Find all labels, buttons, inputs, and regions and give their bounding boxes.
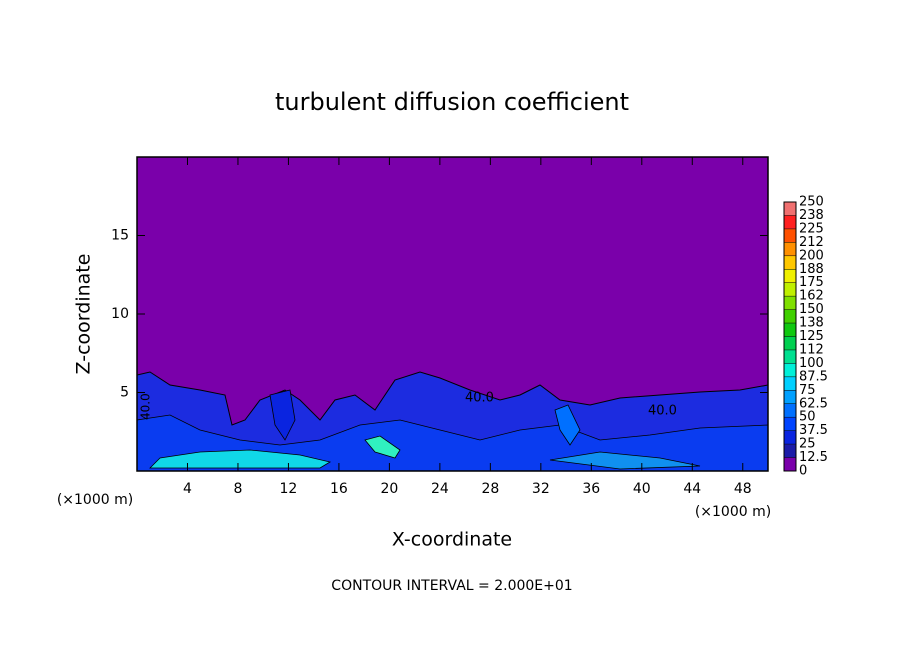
x-tick-label: 36	[582, 481, 600, 497]
colorbar-band	[784, 363, 796, 377]
colorbar-band	[784, 349, 796, 364]
colorbar-band	[784, 282, 796, 297]
contour-label: 40.0	[139, 393, 153, 420]
colorbar-band	[784, 417, 796, 431]
x-unit-label: (×1000 m)	[57, 492, 133, 508]
colorbar-label: 37.5	[799, 423, 828, 438]
colorbar-label: 212	[799, 235, 824, 250]
colorbar-label: 25	[799, 437, 816, 452]
field-region	[149, 449, 332, 469]
x-tick-label: 40	[633, 481, 651, 497]
y-tick-label: 5	[120, 385, 129, 401]
colorbar-band	[784, 336, 796, 350]
x-axis-label: X-coordinate	[392, 529, 512, 551]
colorbar-band	[784, 255, 796, 270]
x-tick-label: 44	[683, 481, 701, 497]
colorbar-label: 50	[799, 410, 816, 425]
colorbar-band	[784, 390, 796, 404]
colorbar-label: 75	[799, 383, 816, 398]
colorbar-label: 250	[799, 195, 824, 210]
field	[136, 157, 769, 472]
colorbar-label: 225	[799, 221, 824, 236]
x-tick-label: 16	[330, 481, 348, 497]
colorbar-label: 87.5	[799, 369, 828, 384]
x-tick-label: 20	[380, 481, 398, 497]
footer: CONTOUR INTERVAL = 2.000E+01	[331, 578, 572, 594]
y-axis-label: Z-coordinate	[73, 254, 95, 375]
field-region	[269, 389, 296, 441]
colorbar-band	[784, 309, 796, 324]
colorbar-label: 12.5	[799, 450, 828, 465]
colorbar-label: 62.5	[799, 396, 828, 411]
colorbar-band	[784, 430, 796, 445]
y-tick-label: 15	[111, 228, 129, 244]
colorbar-band	[784, 403, 796, 418]
colorbar-band	[784, 215, 796, 229]
colorbar-band	[784, 269, 796, 283]
x-tick-label: 32	[532, 481, 550, 497]
x-tick-label: 4	[183, 481, 192, 497]
colorbar-band	[784, 296, 796, 310]
x-tick-label: 28	[481, 481, 499, 497]
colorbar-label: 175	[799, 275, 824, 290]
x-unit-label: (×1000 m)	[695, 504, 771, 520]
colorbar-band	[784, 376, 796, 391]
colorbar-label: 125	[799, 329, 824, 344]
colorbar-label: 200	[799, 248, 824, 263]
colorbar-band	[784, 457, 796, 471]
x-tick-label: 24	[431, 481, 449, 497]
contour-label: 40.0	[465, 391, 494, 406]
colorbar-label: 188	[799, 262, 824, 277]
x-tick-label: 48	[734, 481, 752, 497]
colorbar-band	[784, 202, 796, 216]
x-tick-label: 12	[280, 481, 298, 497]
colorbar-band	[784, 228, 796, 243]
colorbar-band	[784, 444, 796, 458]
x-tick-label: 8	[233, 481, 242, 497]
field-region	[554, 404, 581, 446]
field-region	[364, 435, 401, 459]
chart-title: turbulent diffusion coefficient	[275, 88, 629, 116]
field-region	[549, 451, 701, 470]
contour-label: 40.0	[648, 404, 677, 419]
colorbar-label: 238	[799, 208, 824, 223]
colorbar-label: 162	[799, 289, 824, 304]
colorbar-label: 112	[799, 342, 824, 357]
y-tick-label: 10	[111, 306, 129, 322]
colorbar-label: 150	[799, 302, 824, 317]
colorbar-label: 0	[799, 464, 807, 479]
colorbar-band	[784, 242, 796, 256]
colorbar-label: 100	[799, 356, 824, 371]
colorbar-label: 138	[799, 316, 824, 331]
colorbar-band	[784, 323, 796, 337]
